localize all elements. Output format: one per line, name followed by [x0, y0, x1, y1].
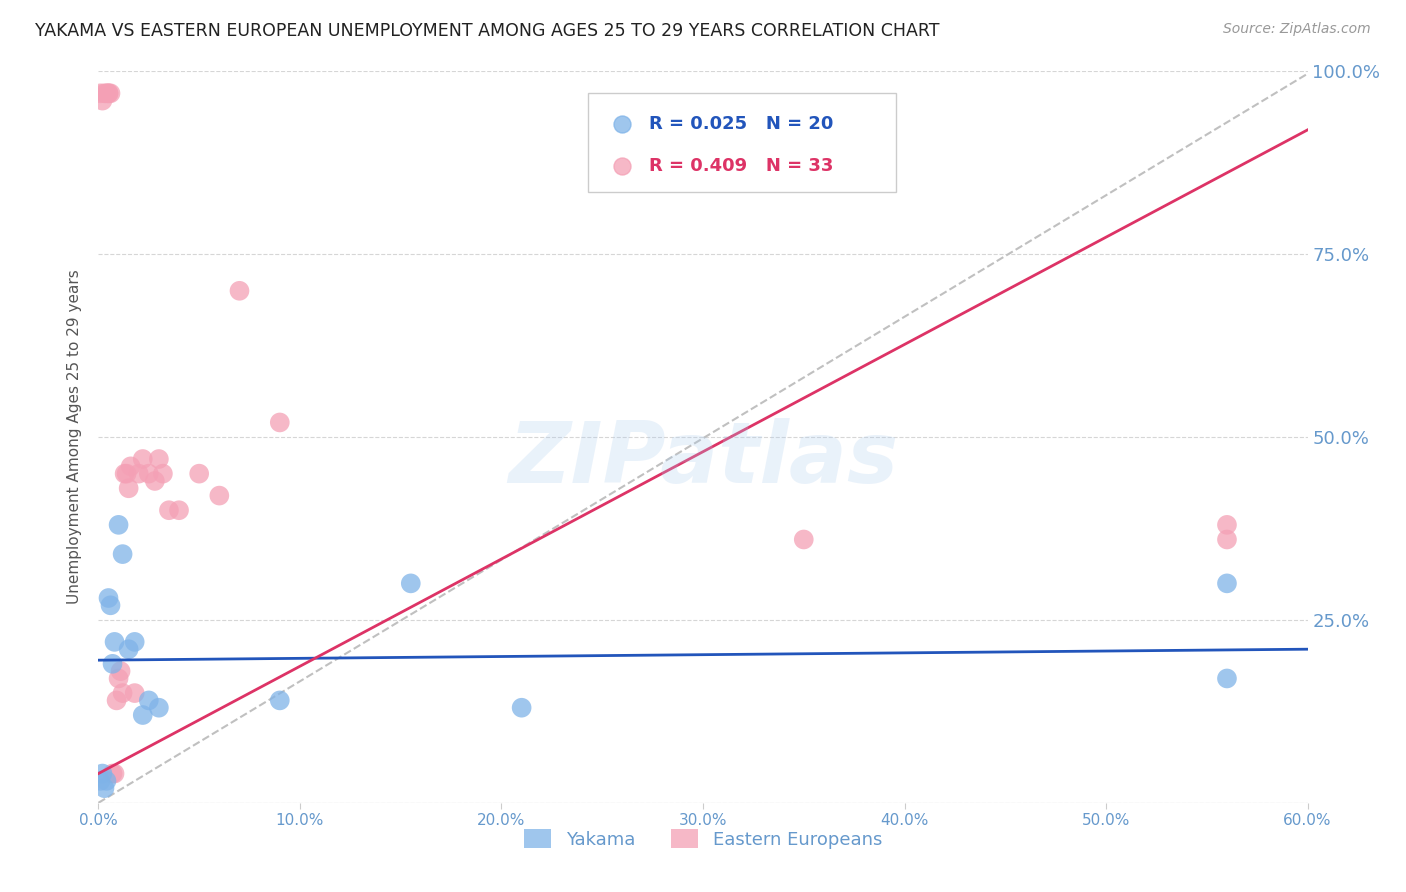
Point — [101, 766, 124, 780]
Point — [132, 452, 155, 467]
Text: YAKAMA VS EASTERN EUROPEAN UNEMPLOYMENT AMONG AGES 25 TO 29 YEARS CORRELATION CH: YAKAMA VS EASTERN EUROPEAN UNEMPLOYMENT … — [35, 22, 939, 40]
Point — [960, 159, 983, 173]
Legend: Yakama, Eastern Europeans: Yakama, Eastern Europeans — [517, 822, 889, 856]
Point — [124, 686, 146, 700]
Point — [89, 87, 111, 101]
Point — [228, 284, 250, 298]
Point — [208, 489, 231, 503]
Point — [100, 599, 122, 613]
Point — [138, 467, 160, 481]
Point — [114, 467, 136, 481]
Text: R = 0.409   N = 33: R = 0.409 N = 33 — [648, 157, 832, 175]
Point — [124, 635, 146, 649]
Text: ZIPatlas: ZIPatlas — [508, 417, 898, 500]
Point — [97, 591, 120, 605]
Point — [91, 94, 114, 108]
Text: R = 0.025   N = 20: R = 0.025 N = 20 — [648, 115, 832, 133]
Point — [89, 773, 111, 788]
Point — [118, 642, 141, 657]
Point — [93, 87, 115, 101]
Point — [107, 517, 129, 532]
Point — [96, 773, 118, 788]
Point — [110, 664, 132, 678]
Point — [1216, 533, 1239, 547]
Point — [1216, 672, 1239, 686]
Point — [111, 547, 134, 561]
Point — [128, 467, 150, 481]
Point — [148, 700, 170, 714]
Point — [97, 87, 120, 101]
Point — [960, 117, 983, 131]
Point — [1216, 576, 1239, 591]
Point — [399, 576, 422, 591]
Point — [132, 708, 155, 723]
Point — [167, 503, 190, 517]
Point — [103, 766, 125, 780]
Point — [100, 87, 122, 101]
Y-axis label: Unemployment Among Ages 25 to 29 years: Unemployment Among Ages 25 to 29 years — [67, 269, 83, 605]
Point — [143, 474, 166, 488]
Point — [793, 533, 815, 547]
FancyBboxPatch shape — [588, 94, 897, 192]
Point — [91, 766, 114, 780]
Point — [101, 657, 124, 671]
Point — [111, 686, 134, 700]
Point — [157, 503, 180, 517]
Point — [148, 452, 170, 467]
Point — [138, 693, 160, 707]
Point — [105, 693, 128, 707]
Point — [115, 467, 138, 481]
Point — [118, 481, 141, 495]
Point — [269, 416, 291, 430]
Point — [510, 700, 533, 714]
Point — [97, 87, 120, 101]
Text: Source: ZipAtlas.com: Source: ZipAtlas.com — [1223, 22, 1371, 37]
Point — [188, 467, 211, 481]
Point — [269, 693, 291, 707]
Point — [107, 672, 129, 686]
Point — [93, 781, 115, 796]
Point — [152, 467, 174, 481]
Point — [1216, 517, 1239, 532]
Point — [120, 459, 142, 474]
Point — [96, 87, 118, 101]
Point — [103, 635, 125, 649]
